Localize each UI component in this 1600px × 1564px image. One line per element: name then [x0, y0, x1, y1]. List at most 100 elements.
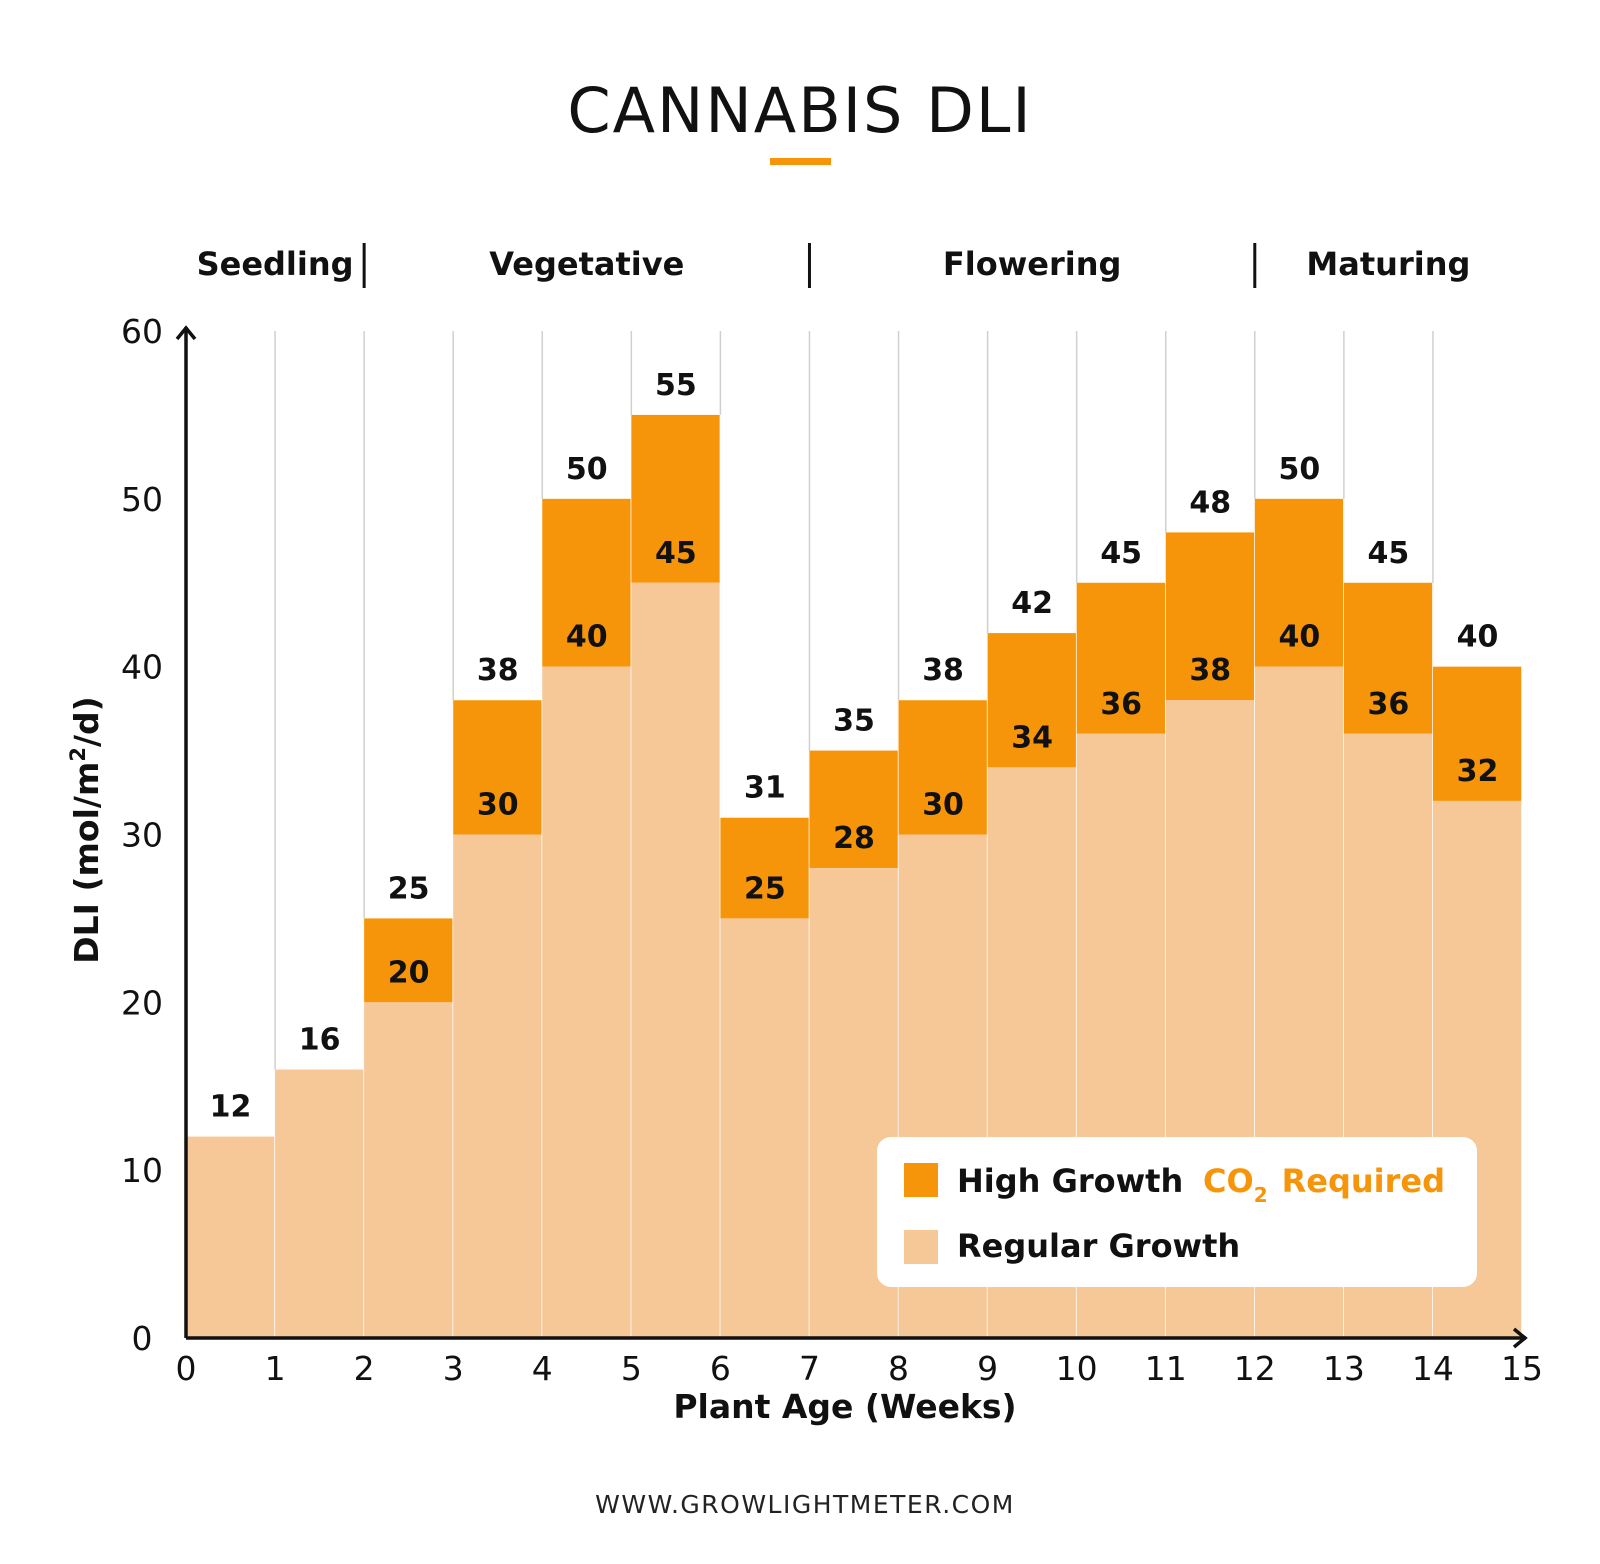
value-label-regular: 25 — [744, 871, 786, 906]
bar-high-growth — [1254, 498, 1344, 667]
value-label-regular: 38 — [1189, 653, 1231, 688]
phase-header: Seedling Vegetative Flowering Maturing — [197, 243, 1470, 288]
legend-regular-swatch — [904, 1230, 938, 1264]
y-axis-label-rest: /d) — [67, 696, 106, 747]
y-tick-label: 30 — [121, 816, 163, 855]
bar-high-growth — [453, 700, 543, 835]
bar-high-growth — [1165, 532, 1255, 701]
y-tick-label: 60 — [121, 312, 163, 351]
value-label-high: 50 — [566, 452, 608, 487]
phase-label: Vegetative — [489, 245, 684, 283]
x-axis-arrow — [1512, 1327, 1528, 1349]
legend-high-label: High Growth — [957, 1162, 1183, 1200]
bar-regular-growth — [542, 666, 632, 1338]
bar-high-growth — [987, 633, 1077, 768]
bar-high-growth — [809, 750, 899, 869]
bar-high-growth — [898, 700, 988, 835]
phase-label: Seedling — [197, 245, 354, 283]
value-label-high: 16 — [299, 1022, 341, 1057]
phase-label: Flowering — [943, 245, 1122, 283]
x-tick-label: 12 — [1234, 1349, 1276, 1388]
bar-regular-growth — [364, 1002, 454, 1338]
legend-regular-label: Regular Growth — [957, 1227, 1240, 1265]
value-label-high: 38 — [922, 653, 964, 688]
x-tick-label: 6 — [710, 1349, 731, 1388]
phase-label: Maturing — [1306, 245, 1470, 283]
x-tick-label: 14 — [1412, 1349, 1454, 1388]
bars — [186, 414, 1523, 1338]
legend-high-swatch — [904, 1163, 938, 1197]
x-tick-label: 8 — [888, 1349, 909, 1388]
x-tick-label: 2 — [354, 1349, 375, 1388]
x-tick-label: 11 — [1145, 1349, 1187, 1388]
value-label-regular: 34 — [1011, 720, 1053, 755]
value-label-regular: 40 — [566, 620, 608, 655]
legend-co2-prefix: CO — [1203, 1162, 1254, 1200]
footer-url: WWW.GROWLIGHTMETER.COM — [595, 1490, 1015, 1519]
x-tick-label: 1 — [265, 1349, 286, 1388]
x-axis-label: Plant Age (Weeks) — [673, 1387, 1016, 1426]
value-label-high: 45 — [1368, 536, 1410, 571]
x-tick-label: 13 — [1323, 1349, 1365, 1388]
value-label-regular: 20 — [388, 955, 430, 990]
value-label-regular: 32 — [1457, 754, 1499, 789]
bar-high-growth — [1076, 582, 1166, 734]
value-label-high: 38 — [477, 653, 519, 688]
bar-high-growth — [364, 918, 454, 1003]
y-axis-label-superscript: 2 — [66, 747, 90, 762]
bar-high-growth — [1432, 666, 1522, 801]
value-label-regular: 30 — [922, 788, 964, 823]
bar-high-growth — [631, 414, 721, 583]
value-label-high: 25 — [388, 871, 430, 906]
x-tick-label: 7 — [799, 1349, 820, 1388]
x-tick-label: 0 — [176, 1349, 197, 1388]
x-tick-label: 15 — [1501, 1349, 1543, 1388]
value-label-high: 42 — [1011, 586, 1053, 621]
value-label-regular: 40 — [1278, 620, 1320, 655]
legend-co2-subscript: 2 — [1254, 1183, 1268, 1207]
value-labels: 12 16 25 20 38 30 50 40 55 45 31 25 35 28 38 30 42 34 45 36… — [210, 368, 1499, 1125]
value-label-regular: 45 — [655, 536, 697, 571]
x-tick-label: 4 — [532, 1349, 553, 1388]
x-tick-label: 3 — [443, 1349, 464, 1388]
value-label-high: 12 — [210, 1090, 252, 1125]
legend-co2-suffix: Required — [1282, 1162, 1445, 1200]
bar-high-growth — [542, 498, 632, 667]
x-tick-label: 9 — [977, 1349, 998, 1388]
value-label-regular: 36 — [1368, 687, 1410, 722]
bar-high-growth — [720, 817, 810, 919]
legend-co2-note: CO2 Required — [1203, 1162, 1445, 1207]
value-label-high: 45 — [1100, 536, 1142, 571]
x-tick-label: 10 — [1056, 1349, 1098, 1388]
value-label-high: 50 — [1278, 452, 1320, 487]
bar-regular-growth — [631, 582, 721, 1338]
y-axis-label: DLI (mol/m2/d) — [66, 696, 106, 963]
value-label-high: 35 — [833, 704, 875, 739]
title-underline — [770, 158, 831, 165]
value-label-high: 48 — [1189, 485, 1231, 520]
bar-regular-growth — [720, 918, 810, 1338]
y-tick-label: 0 — [132, 1319, 153, 1358]
value-label-high: 31 — [744, 771, 786, 806]
y-axis-arrow — [175, 325, 197, 341]
bar-high-growth — [1343, 582, 1433, 734]
y-tick-label: 20 — [121, 983, 163, 1022]
y-axis-label-main: DLI (mol/m — [67, 762, 106, 964]
chart-title: CANNABIS DLI — [567, 74, 1032, 147]
value-label-regular: 30 — [477, 788, 519, 823]
value-label-regular: 36 — [1100, 687, 1142, 722]
legend: High Growth CO2 Required Regular Growth — [877, 1137, 1477, 1287]
value-label-high: 55 — [655, 368, 697, 403]
y-tick-label: 50 — [121, 480, 163, 519]
value-label-high: 40 — [1457, 620, 1499, 655]
bar-regular-growth — [453, 834, 543, 1338]
legend-box — [877, 1137, 1477, 1287]
bar-regular-growth — [275, 1069, 365, 1338]
value-label-regular: 28 — [833, 821, 875, 856]
y-tick-label: 10 — [121, 1151, 163, 1190]
x-tick-label: 5 — [621, 1349, 642, 1388]
bar-regular-growth — [186, 1136, 276, 1338]
y-tick-label: 40 — [121, 648, 163, 687]
